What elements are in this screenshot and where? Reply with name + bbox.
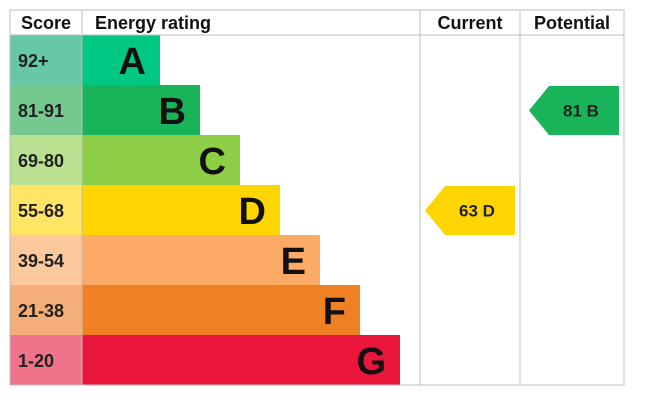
score-cell-b (10, 85, 82, 135)
rating-letter-a: A (119, 41, 146, 83)
score-cell-a (10, 35, 82, 85)
rating-letter-g: G (356, 341, 386, 383)
score-label-e: 39-54 (18, 251, 64, 271)
score-cell-e (10, 235, 82, 285)
score-label-b: 81-91 (18, 101, 64, 121)
score-cell-d (10, 185, 82, 235)
rating-letter-d: D (239, 191, 266, 233)
potential-rating-label: 81 B (563, 102, 599, 121)
rating-letter-c: C (199, 141, 226, 183)
header-current: Current (437, 13, 502, 33)
rating-bar-d (82, 185, 280, 235)
score-label-c: 69-80 (18, 151, 64, 171)
current-rating-arrow (425, 186, 515, 235)
score-cell-f (10, 285, 82, 335)
rating-bar-g (82, 335, 400, 385)
rating-letter-e: E (281, 241, 306, 283)
potential-rating-arrow (529, 86, 619, 135)
header-potential: Potential (534, 13, 610, 33)
score-label-f: 21-38 (18, 301, 64, 321)
score-cell-g (10, 335, 82, 385)
header-score: Score (21, 13, 71, 33)
rating-bar-f (82, 285, 360, 335)
score-label-g: 1-20 (18, 351, 54, 371)
header-energy-rating: Energy rating (95, 13, 211, 33)
chart-border (9, 9, 625, 386)
rating-bar-a (82, 35, 160, 85)
rating-letter-f: F (323, 291, 346, 333)
score-cell-c (10, 135, 82, 185)
current-rating-label: 63 D (459, 202, 495, 221)
rating-letter-b: B (159, 91, 186, 133)
score-label-a: 92+ (18, 51, 49, 71)
rating-bar-e (82, 235, 320, 285)
score-label-d: 55-68 (18, 201, 64, 221)
rating-bar-c (82, 135, 240, 185)
rating-bar-b (82, 85, 200, 135)
